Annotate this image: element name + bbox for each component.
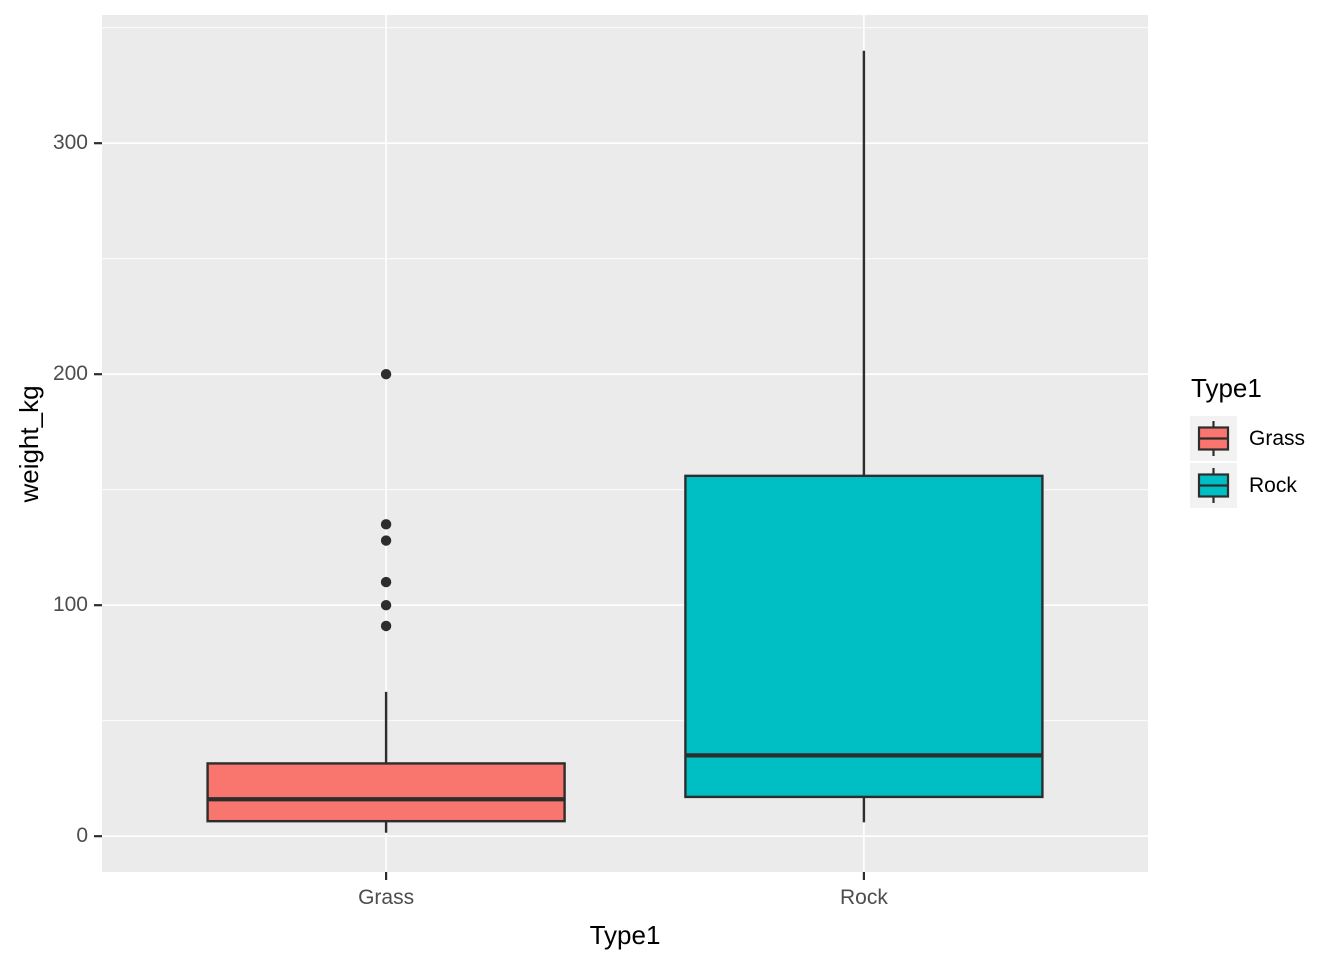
legend: Type1 Grass Rock [1190, 373, 1305, 510]
grass-outlier-point-91 [380, 620, 392, 632]
x-tick-label-grass: Grass [358, 886, 415, 909]
y-tick-label-200: 200 [52, 362, 88, 386]
grass-outlier-point-110 [380, 576, 392, 588]
grass-outlier-point-135 [380, 519, 392, 530]
y-axis-title: weight_kg [14, 385, 44, 503]
grass-outlier-point-100 [380, 599, 392, 611]
legend-entries: Grass Rock [1190, 416, 1305, 508]
grass-outlier-point-128 [380, 535, 392, 546]
x-tick-label-rock: Rock [839, 886, 888, 909]
grass-outlier-point-200 [380, 369, 392, 380]
y-tick-label-100: 100 [52, 593, 88, 617]
y-tick-label-0: 0 [76, 824, 88, 848]
legend-title: Type1 [1191, 373, 1262, 403]
y-tick-label-300: 300 [52, 131, 88, 155]
grass-box [206, 762, 566, 823]
legend-key-rock-boxplot-glyph [1190, 463, 1237, 508]
rock-box [684, 474, 1044, 799]
legend-entry-rock: Rock [1190, 463, 1305, 508]
legend-entry-grass: Grass [1190, 416, 1305, 461]
legend-key-grass-boxplot-glyph [1190, 416, 1237, 461]
x-axis-title: Type1 [589, 920, 661, 950]
legend-label-rock: Rock [1249, 474, 1297, 497]
legend-label-grass: Grass [1249, 427, 1306, 450]
